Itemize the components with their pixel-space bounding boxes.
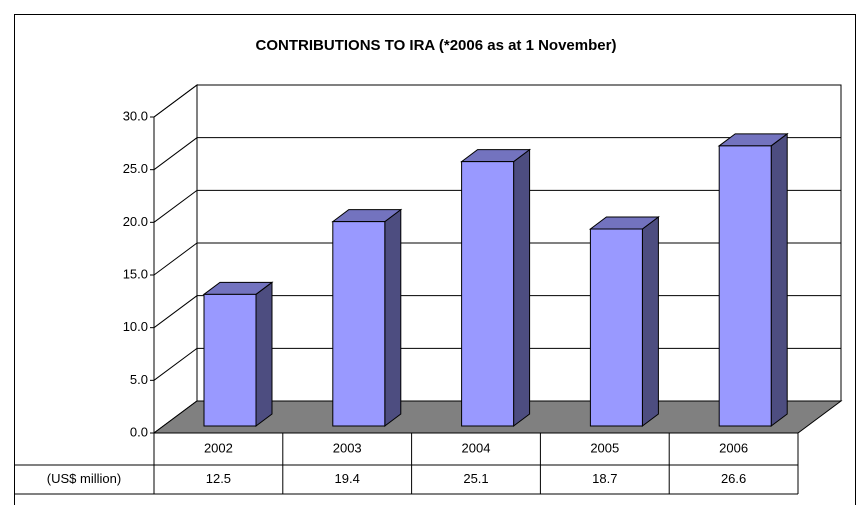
bar-face bbox=[255, 281, 273, 427]
grid-line bbox=[153, 189, 841, 223]
bar-face bbox=[641, 216, 659, 427]
bar bbox=[717, 132, 789, 427]
data-label: 19.4 bbox=[335, 471, 360, 486]
bar-face bbox=[384, 208, 402, 427]
bar-face bbox=[513, 148, 531, 427]
legend-label: (US$ million) bbox=[47, 471, 121, 486]
data-label: 26.6 bbox=[721, 471, 746, 486]
x-tick-label: 2002 bbox=[204, 440, 233, 455]
data-label: 25.1 bbox=[463, 471, 488, 486]
bar bbox=[460, 148, 532, 427]
grid-line bbox=[153, 137, 841, 171]
y-tick-label: 30.0 bbox=[123, 108, 148, 123]
bar-face bbox=[589, 228, 643, 427]
x-tick-label: 2004 bbox=[462, 440, 491, 455]
bar bbox=[588, 216, 660, 427]
bar bbox=[331, 208, 403, 427]
x-tick-label: 2006 bbox=[719, 440, 748, 455]
data-label: 18.7 bbox=[592, 471, 617, 486]
y-tick-label: 20.0 bbox=[123, 214, 148, 229]
x-tick-label: 2005 bbox=[590, 440, 619, 455]
bar bbox=[202, 281, 274, 427]
bar-face bbox=[203, 293, 257, 427]
y-tick-label: 0.0 bbox=[130, 424, 148, 439]
bar-face bbox=[770, 132, 788, 427]
chart-title: CONTRIBUTIONS TO IRA (*2006 as at 1 Nove… bbox=[256, 37, 617, 54]
bar-face bbox=[461, 161, 515, 427]
y-tick-label: 10.0 bbox=[123, 319, 148, 334]
x-tick-label: 2003 bbox=[333, 440, 362, 455]
grid-line bbox=[153, 84, 841, 118]
y-tick-label: 15.0 bbox=[123, 266, 148, 281]
y-tick-label: 5.0 bbox=[130, 372, 148, 387]
bar-face bbox=[332, 221, 386, 427]
y-tick-label: 25.0 bbox=[123, 161, 148, 176]
bar-face bbox=[718, 145, 772, 427]
data-label: 12.5 bbox=[206, 471, 231, 486]
